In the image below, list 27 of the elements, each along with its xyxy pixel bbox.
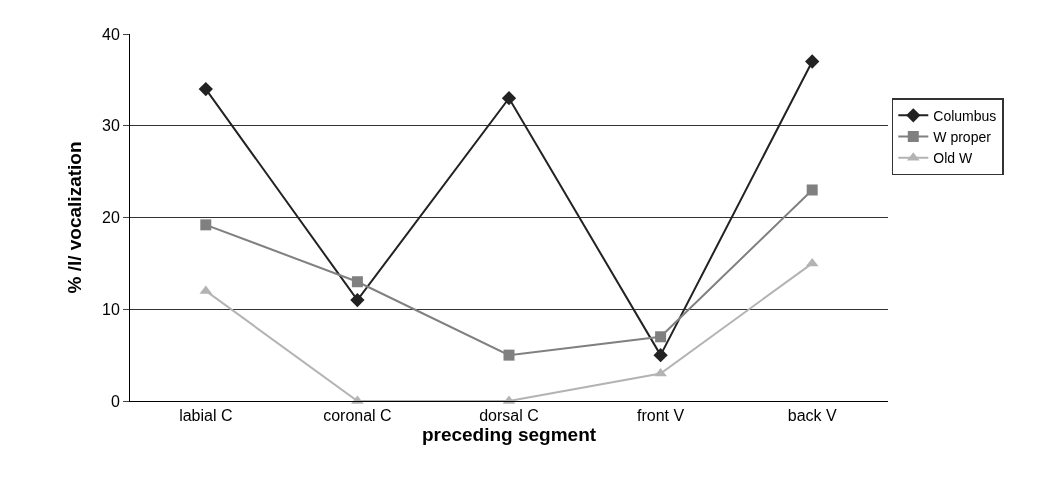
y-tick-label: 10 — [102, 300, 120, 318]
point — [654, 367, 667, 377]
x-tick-label: coronal C — [323, 407, 392, 425]
x-axis-title: preceding segment — [421, 424, 597, 446]
point — [805, 54, 820, 69]
point — [351, 276, 363, 288]
point — [198, 81, 213, 97]
legend-label: W proper — [933, 129, 992, 146]
x-tick-label: dorsal C — [479, 407, 539, 425]
point — [806, 184, 818, 196]
legend-label: Columbus — [933, 107, 997, 124]
x-tick-label: back V — [787, 407, 837, 425]
y-tick-label: 30 — [102, 117, 120, 135]
y-tick-label: 0 — [110, 392, 120, 410]
point — [655, 331, 667, 343]
legend-label: Old W — [933, 150, 973, 167]
x-tick-label: labial C — [179, 407, 233, 425]
y-tick-label: 20 — [102, 209, 120, 227]
point — [503, 349, 515, 361]
point — [501, 91, 517, 106]
point — [350, 292, 365, 308]
y-axis-title: % /l/ vocalization — [63, 141, 85, 294]
x-tick-label: front V — [637, 407, 685, 425]
point — [805, 257, 819, 267]
point — [653, 347, 668, 363]
y-tick-label: 40 — [102, 25, 120, 43]
point — [200, 219, 212, 231]
